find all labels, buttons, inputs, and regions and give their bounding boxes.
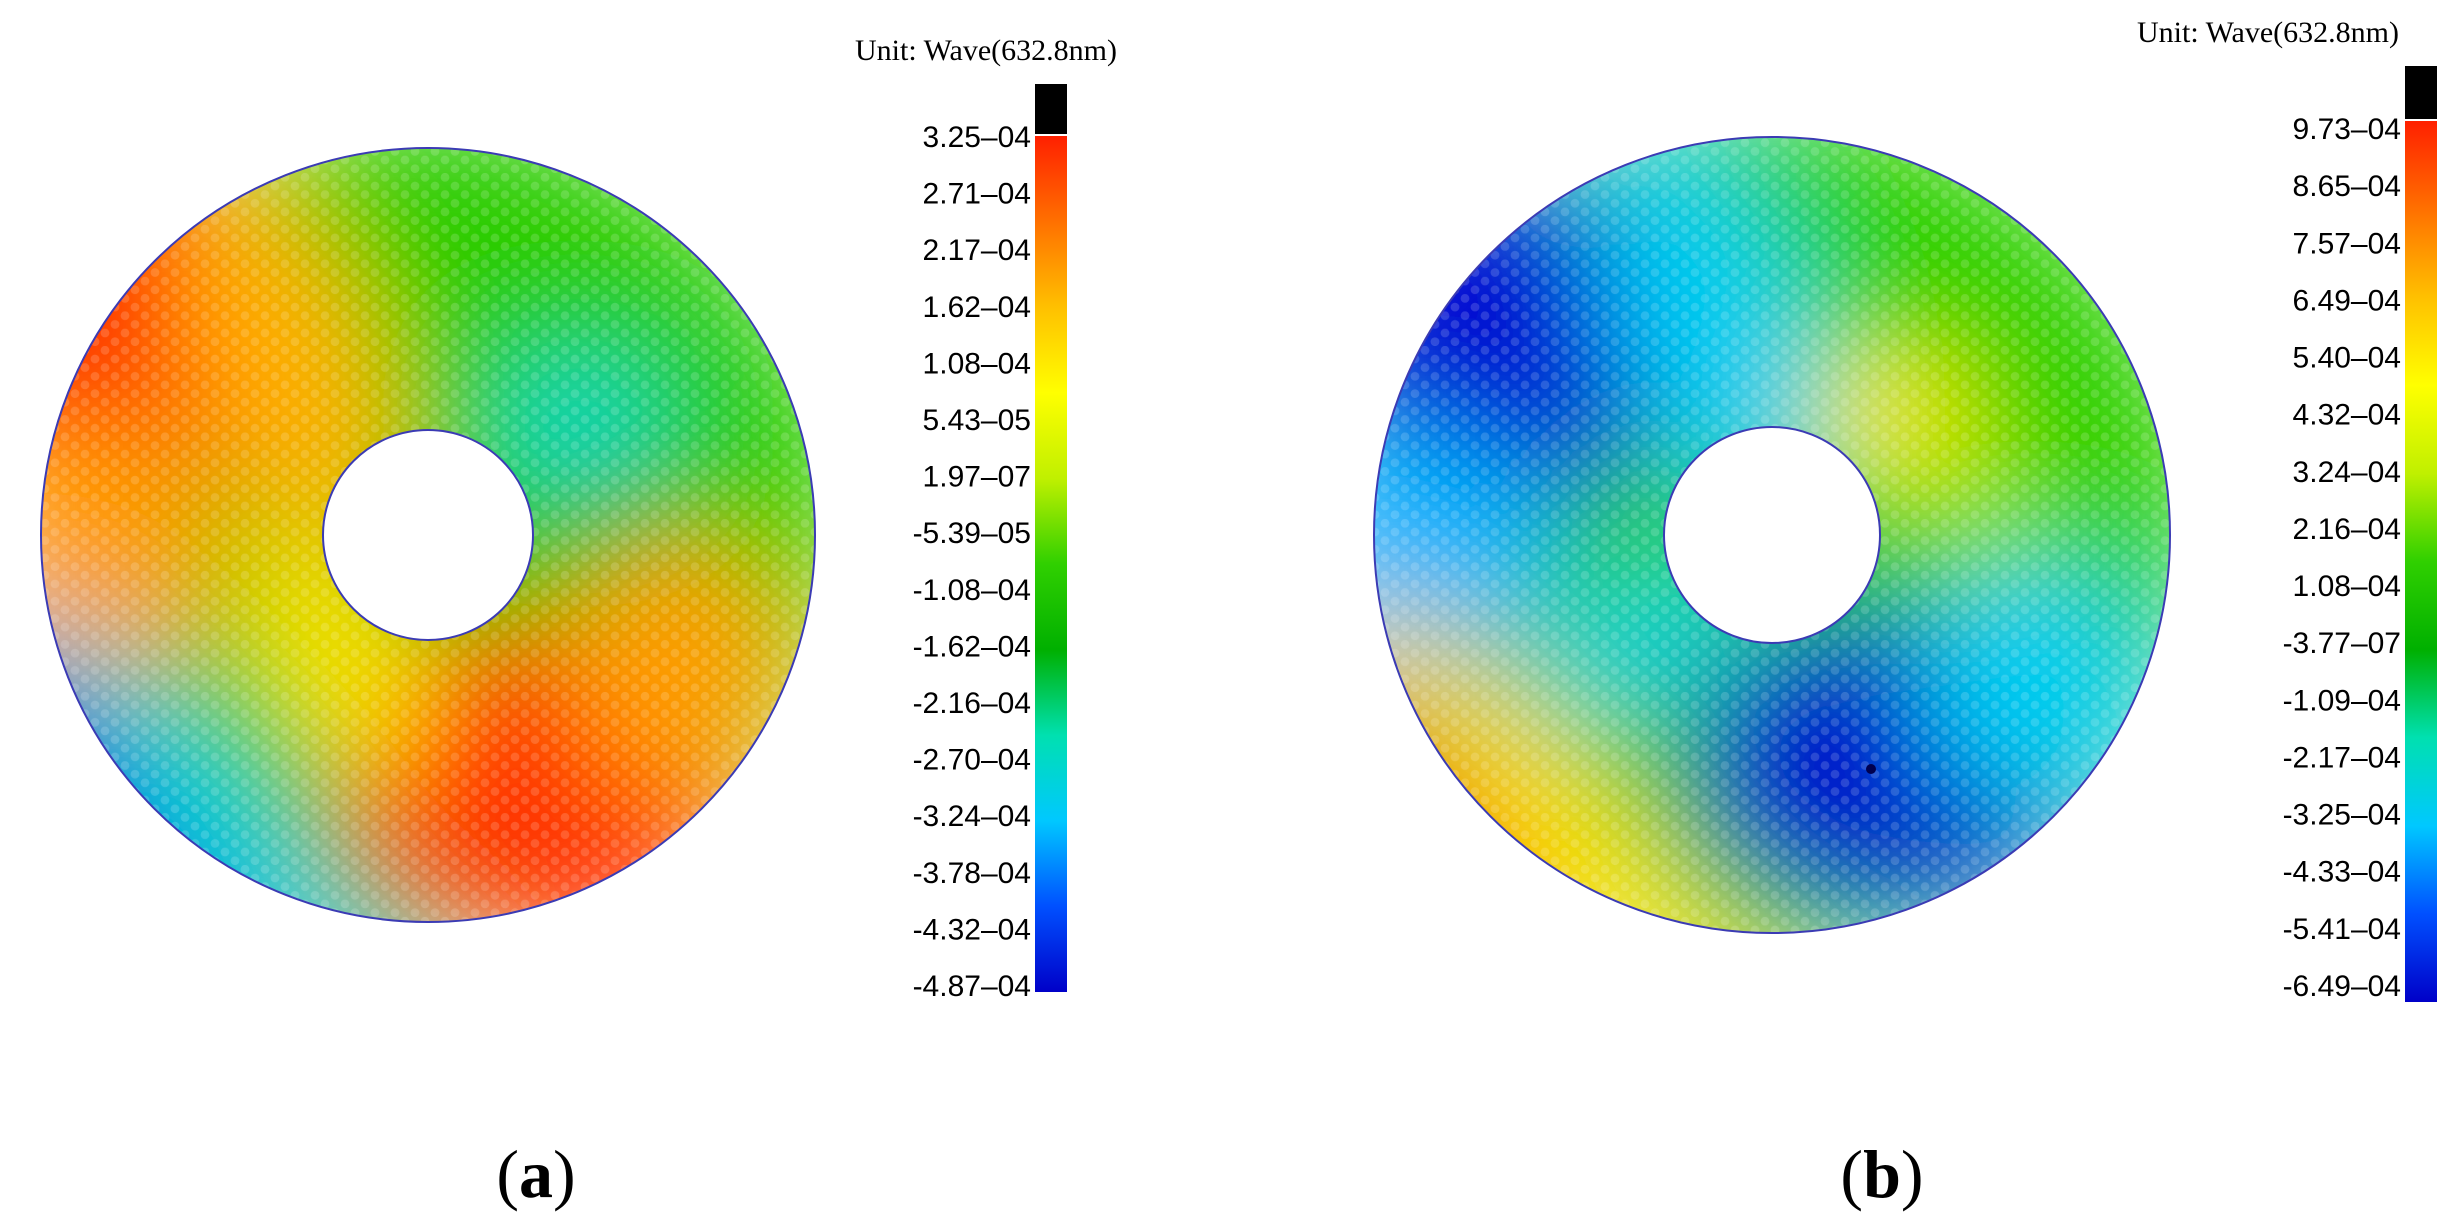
colorbar-gradient-a — [1035, 136, 1067, 992]
colorbar-tick-label: -5.41–04 — [2283, 913, 2401, 946]
colorbar-tick-label: 1.08–04 — [2293, 570, 2401, 603]
colorbar-gradient-b — [2405, 121, 2437, 1002]
colorbar-overflow-a — [1035, 84, 1067, 134]
inner-hole-a — [322, 429, 534, 641]
colorbar-tick-label: 3.25–04 — [923, 121, 1031, 154]
colorbar-tick-label: 2.17–04 — [923, 234, 1031, 267]
colorbar-tick-label: -3.25–04 — [2283, 799, 2401, 832]
panel-label-b: (b) — [1840, 1136, 1923, 1212]
colorbar-tick-label: -2.70–04 — [913, 744, 1031, 777]
colorbar-a: 3.25–04 2.71–04 2.17–04 1.62–04 1.08–04 5.43–… — [913, 84, 1067, 1003]
colorbar-tick-label: 1.97–07 — [923, 461, 1031, 494]
colorbar-tick-label: 1.08–04 — [923, 347, 1031, 380]
colorbar-tick-label: 5.43–05 — [923, 404, 1031, 437]
panel-b: Unit: Wave(632.8nm) 9.73–04 8.65–04 7.57–0… — [1373, 16, 2437, 1212]
contour-disk-b — [1373, 136, 2171, 934]
unit-label-b: Unit: Wave(632.8nm) — [2137, 16, 2399, 49]
colorbar-tick-label: 2.16–04 — [2293, 513, 2401, 546]
min-marker-b — [1866, 764, 1876, 774]
panel-letter-b: b — [1863, 1136, 1901, 1212]
colorbar-tick-label: -1.62–04 — [913, 630, 1031, 663]
colorbar-tick-label: 5.40–04 — [2293, 342, 2401, 375]
contour-disk-a — [40, 147, 816, 923]
colorbar-tick-label: -3.78–04 — [913, 857, 1031, 890]
unit-label-a: Unit: Wave(632.8nm) — [855, 34, 1117, 67]
colorbar-tick-label: -2.17–04 — [2283, 741, 2401, 774]
colorbar-tick-label: -1.09–04 — [2283, 684, 2401, 717]
colorbar-b: 9.73–04 8.65–04 7.57–04 6.49–04 5.40–04 4.32–… — [2283, 66, 2437, 1003]
colorbar-tick-label: 3.24–04 — [2293, 456, 2401, 489]
colorbar-tick-label: -4.87–04 — [913, 970, 1031, 1003]
colorbar-tick-label: -3.77–07 — [2283, 627, 2401, 660]
colorbar-tick-label: 1.62–04 — [923, 291, 1031, 324]
outer-boundary-a — [40, 147, 816, 923]
colorbar-tick-label: -3.24–04 — [913, 800, 1031, 833]
colorbar-tick-label: 2.71–04 — [923, 178, 1031, 211]
panel-a: Unit: Wave(632.8nm) 3.25–04 2.71–04 2.17–0… — [40, 34, 1117, 1212]
outer-boundary-b — [1373, 136, 2171, 934]
colorbar-tick-label: -2.16–04 — [913, 687, 1031, 720]
colorbar-tick-label: -1.08–04 — [913, 574, 1031, 607]
colorbar-tick-label: 7.57–04 — [2293, 227, 2401, 260]
inner-hole-b — [1663, 426, 1881, 644]
panel-label-a: (a) — [496, 1136, 575, 1212]
panel-letter-a: a — [519, 1136, 553, 1212]
colorbar-tick-label: 4.32–04 — [2293, 399, 2401, 432]
colorbar-tick-label: -5.39–05 — [913, 517, 1031, 550]
colorbar-tick-label: 8.65–04 — [2293, 170, 2401, 203]
colorbar-tick-label: 6.49–04 — [2293, 284, 2401, 317]
colorbar-tick-label: -4.33–04 — [2283, 856, 2401, 889]
colorbar-overflow-b — [2405, 66, 2437, 119]
colorbar-tick-label: -4.32–04 — [913, 913, 1031, 946]
colorbar-tick-label: 9.73–04 — [2293, 113, 2401, 146]
colorbar-tick-label: -6.49–04 — [2283, 970, 2401, 1003]
